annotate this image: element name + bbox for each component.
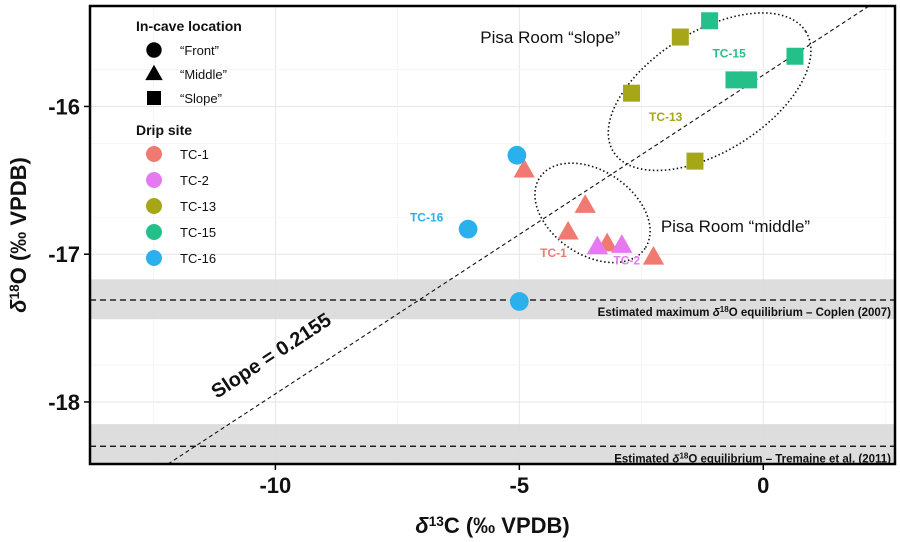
ellipse-middle-group <box>534 162 651 264</box>
point-label: TC-1 <box>540 246 567 260</box>
plot-frame <box>88 4 897 466</box>
point-tc-16 <box>458 219 478 239</box>
point-tc-15 <box>725 71 743 89</box>
group-ellipses <box>534 12 812 264</box>
reference-lines: Estimated maximum δ18O equilibrium – Cop… <box>90 299 895 466</box>
point-tc-1 <box>513 158 535 178</box>
point-labels: TC-15 TC-13 TC-16 TC-1 TC-2 <box>410 47 746 268</box>
x-tick-label: 0 <box>757 473 769 498</box>
legend-title-site: Drip site <box>136 122 192 138</box>
y-axis-title: δ18O (‰ VPDB) <box>6 157 31 313</box>
group-annotation: Pisa Room “middle” <box>661 217 811 236</box>
legend: In-cave location “Front” “Middle” “Slope” Dr… <box>136 18 242 266</box>
point-label: TC-2 <box>613 254 640 268</box>
annotations: Pisa Room “slope” Pisa Room “middle” <box>480 28 810 236</box>
point-tc-1 <box>642 245 665 265</box>
legend-marker-circle <box>146 42 162 58</box>
y-tick-label: -18 <box>48 390 80 415</box>
legend-label-location: “Middle” <box>180 67 227 82</box>
x-tick-label: -5 <box>510 473 530 498</box>
point-label: TC-15 <box>712 47 746 61</box>
data-points <box>458 12 804 311</box>
point-label: TC-13 <box>649 110 683 124</box>
ellipse-slope-group <box>607 12 812 172</box>
point-tc-13 <box>671 28 689 46</box>
slope-line <box>167 6 871 464</box>
legend-label-location: “Front” <box>180 43 219 58</box>
point-tc-16 <box>509 292 529 311</box>
legend-label-site: TC-1 <box>180 147 209 162</box>
point-tc-1 <box>574 194 596 213</box>
x-axis-title: δ13C (‰ VPDB) <box>415 513 569 538</box>
point-tc-16 <box>507 145 527 165</box>
point-tc-13 <box>686 152 704 170</box>
legend-label-site: TC-15 <box>180 225 216 240</box>
reference-line-label: Estimated δ18O equilibrium – Tremaine et… <box>614 451 891 466</box>
point-tc-13 <box>623 84 641 102</box>
point-tc-15 <box>701 12 719 30</box>
axes: -10 -5 0 -18 -17 -16 δ13C (‰ VPDB) δ18O (‰ VPDB… <box>6 94 769 538</box>
legend-title-location: In-cave location <box>136 18 242 34</box>
x-tick-label: -10 <box>259 473 291 498</box>
point-tc-2 <box>611 234 633 253</box>
legend-marker-site <box>146 224 162 240</box>
point-tc-15 <box>740 71 758 89</box>
legend-marker-site <box>146 250 162 266</box>
legend-marker-site <box>146 198 162 214</box>
legend-marker-site <box>146 146 162 162</box>
group-annotation: Pisa Room “slope” <box>480 28 620 47</box>
legend-label-site: TC-16 <box>180 251 216 266</box>
y-tick-label: -17 <box>48 242 80 267</box>
y-tick-label: -16 <box>48 94 80 119</box>
reference-bands <box>90 279 895 464</box>
legend-label-site: TC-2 <box>180 173 209 188</box>
legend-label-site: TC-13 <box>180 199 216 214</box>
reference-band <box>90 279 895 320</box>
legend-marker-site <box>146 172 162 188</box>
point-label: TC-16 <box>410 211 444 225</box>
point-tc-2 <box>586 235 609 255</box>
legend-marker-triangle <box>145 64 163 81</box>
reference-line-label: Estimated maximum δ18O equilibrium – Cop… <box>598 305 892 320</box>
point-tc-1 <box>557 220 579 240</box>
reference-band <box>90 424 895 464</box>
plot-background <box>90 6 895 464</box>
legend-label-location: “Slope” <box>180 91 222 106</box>
point-tc-15 <box>786 47 804 65</box>
legend-marker-square <box>147 91 161 105</box>
